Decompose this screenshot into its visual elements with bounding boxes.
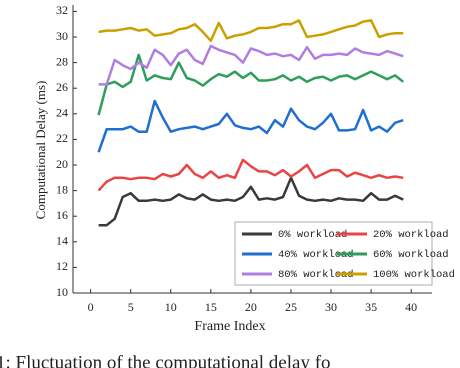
y-tick-label: 12 xyxy=(56,259,68,273)
y-tick-label: 26 xyxy=(56,80,68,94)
legend-label: 60% workload xyxy=(373,249,449,261)
y-tick-label: 30 xyxy=(56,29,68,43)
legend-label: 20% workload xyxy=(373,229,449,241)
x-tick-label: 10 xyxy=(165,300,177,314)
y-tick-label: 22 xyxy=(56,131,68,145)
series-line xyxy=(97,53,404,116)
legend-label: 0% workload xyxy=(278,229,347,241)
x-tick-label: 20 xyxy=(245,300,257,314)
x-tick-label: 15 xyxy=(205,300,217,314)
x-tick-label: 40 xyxy=(405,300,417,314)
y-tick-label: 24 xyxy=(56,106,68,120)
caption: 1: Fluctuation of the computational dela… xyxy=(0,352,331,368)
series-line xyxy=(98,19,404,43)
y-tick-label: 16 xyxy=(56,208,68,222)
legend-label: 40% workload xyxy=(278,249,354,261)
x-tick-label: 30 xyxy=(325,300,337,314)
x-tick-label: 0 xyxy=(88,300,94,314)
x-tick-label: 25 xyxy=(285,300,297,314)
y-tick-label: 10 xyxy=(56,285,68,299)
x-tick-label: 5 xyxy=(128,300,134,314)
legend-label: 80% workload xyxy=(278,269,354,281)
legend-label: 100% workload xyxy=(373,269,455,281)
y-axis-label: Computational Delay (ms) xyxy=(33,81,48,220)
series-line xyxy=(97,158,404,192)
x-tick-label: 35 xyxy=(365,300,377,314)
y-tick-label: 14 xyxy=(56,234,68,248)
x-axis-label: Frame Index xyxy=(194,319,265,334)
y-tick-label: 28 xyxy=(56,54,68,68)
y-tick-label: 20 xyxy=(56,157,68,171)
y-tick-label: 18 xyxy=(56,182,68,196)
series-line xyxy=(98,176,404,227)
series-line xyxy=(97,99,404,153)
y-tick-label: 32 xyxy=(56,3,68,17)
series-line xyxy=(98,44,404,86)
